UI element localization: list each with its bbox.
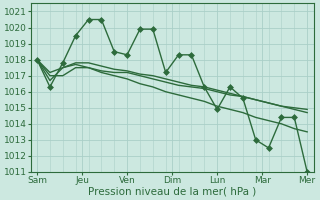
- X-axis label: Pression niveau de la mer( hPa ): Pression niveau de la mer( hPa ): [88, 187, 256, 197]
